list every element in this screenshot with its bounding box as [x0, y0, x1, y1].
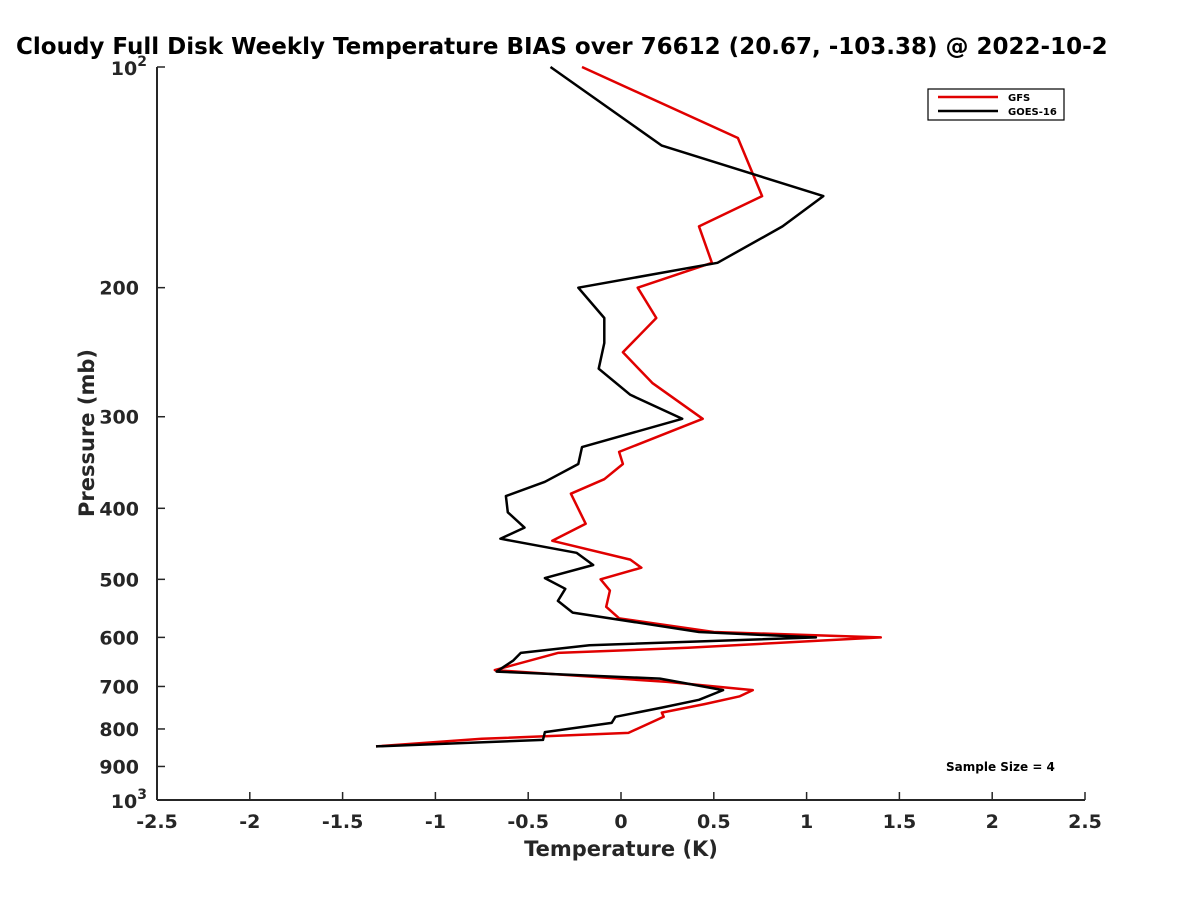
x-axis-label: Temperature (K)	[524, 837, 718, 861]
series-layer	[375, 65, 883, 748]
y-tick-label: 400	[99, 498, 139, 520]
legend-label-goes-16: GOES-16	[1008, 107, 1057, 118]
x-axis-ticks: -2.5 -2 -1.5 -1 -0.5 0 0.5 1 1.5 2 2.5	[136, 792, 1102, 833]
x-tick-label: 1	[800, 811, 813, 833]
y-tick-label-power: 103	[111, 787, 147, 813]
x-tick-label: -2.5	[136, 811, 178, 833]
y-tick-label: 900	[99, 756, 139, 778]
y-tick-label: 200	[99, 278, 139, 300]
series-line-gfs	[375, 65, 883, 748]
x-tick-label: 0.5	[697, 811, 731, 833]
x-tick-label: 2.5	[1068, 811, 1102, 833]
x-tick-label: 0	[614, 811, 627, 833]
y-tick-label: 300	[99, 407, 139, 429]
series-line-goes-16	[375, 65, 825, 748]
y-tick-label: 800	[99, 719, 139, 741]
legend: GFS GOES-16	[927, 88, 1065, 121]
legend-box	[927, 88, 1065, 121]
y-axis-ticks: 200 300 400 500 600 700 800 900 102 103	[99, 54, 165, 813]
x-tick-label: -0.5	[507, 811, 549, 833]
x-tick-label: -1.5	[322, 811, 364, 833]
y-tick-label-power: 102	[111, 54, 147, 80]
legend-label-gfs: GFS	[1008, 93, 1030, 104]
x-tick-label: -2	[239, 811, 260, 833]
y-tick-label: 500	[99, 569, 139, 591]
x-tick-label: 2	[986, 811, 999, 833]
sample-size-annotation: Sample Size = 4	[946, 760, 1055, 774]
x-tick-label: 1.5	[883, 811, 917, 833]
y-tick-label: 600	[99, 627, 139, 649]
chart-title: Cloudy Full Disk Weekly Temperature BIAS…	[16, 34, 1108, 60]
y-tick-label: 700	[99, 676, 139, 698]
x-tick-label: -1	[425, 811, 446, 833]
y-axis-label: Pressure (mb)	[75, 349, 99, 517]
